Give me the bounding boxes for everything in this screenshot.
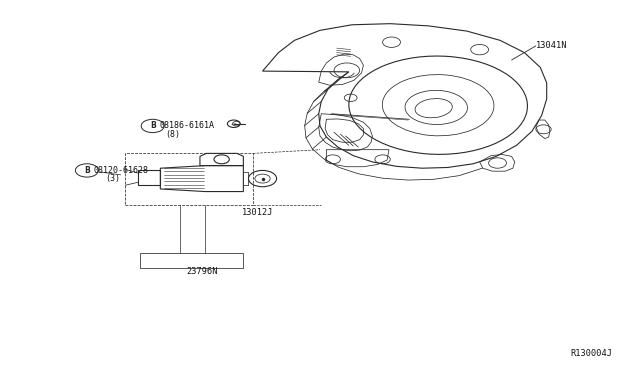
Text: (8): (8) [166, 129, 180, 139]
Text: B: B [84, 166, 90, 175]
Text: 23796N: 23796N [186, 267, 218, 276]
Text: B: B [150, 122, 156, 131]
Text: (3): (3) [105, 174, 120, 183]
Text: 13012J: 13012J [242, 208, 273, 217]
Text: 08186-6161A: 08186-6161A [159, 122, 214, 131]
Text: R130004J: R130004J [570, 349, 612, 358]
Text: 08120-61628: 08120-61628 [93, 166, 148, 175]
Text: 13041N: 13041N [536, 41, 567, 51]
